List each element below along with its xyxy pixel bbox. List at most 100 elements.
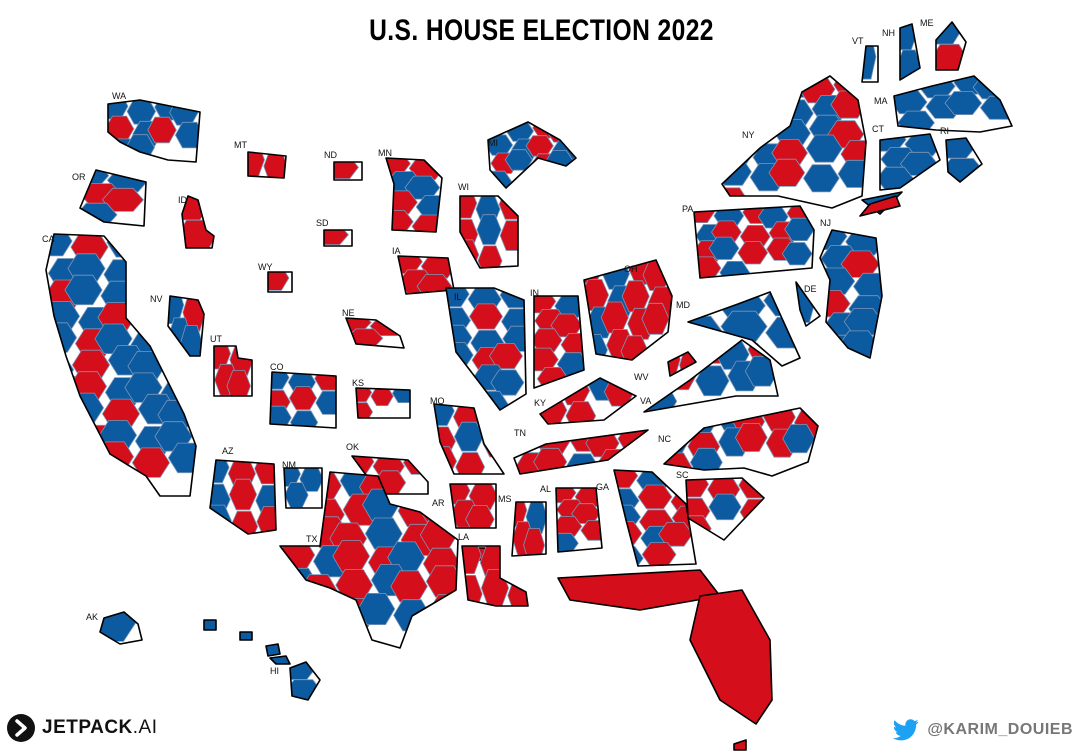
- district[interactable]: [38, 472, 76, 503]
- district[interactable]: [637, 484, 673, 510]
- district[interactable]: [944, 91, 983, 115]
- district[interactable]: [425, 397, 455, 426]
- state-nv[interactable]: [161, 286, 205, 362]
- district[interactable]: [158, 249, 196, 281]
- district[interactable]: [254, 453, 282, 485]
- district[interactable]: [499, 220, 524, 251]
- state-ar[interactable]: [442, 477, 498, 533]
- state-id[interactable]: [170, 188, 216, 253]
- state-mi[interactable]: [480, 117, 580, 192]
- district[interactable]: [335, 313, 372, 333]
- district[interactable]: [207, 338, 231, 370]
- district[interactable]: [504, 149, 533, 171]
- state-wi[interactable]: [453, 188, 524, 275]
- district[interactable]: [738, 472, 771, 499]
- state-pa[interactable]: [685, 200, 817, 284]
- district[interactable]: [803, 164, 840, 193]
- district[interactable]: [917, 75, 956, 99]
- state-wy[interactable]: [259, 266, 293, 293]
- district[interactable]: [44, 418, 82, 450]
- state-nm[interactable]: [277, 462, 323, 509]
- district[interactable]: [525, 290, 557, 314]
- state-co[interactable]: [262, 366, 343, 434]
- district[interactable]: [305, 620, 344, 652]
- state-mt[interactable]: [241, 144, 287, 183]
- district[interactable]: [376, 152, 411, 176]
- district[interactable]: [167, 442, 205, 474]
- district[interactable]: [897, 110, 935, 134]
- district[interactable]: [856, 35, 877, 80]
- district[interactable]: [972, 76, 1011, 100]
- state-ma[interactable]: [883, 70, 1017, 134]
- district[interactable]: [230, 510, 259, 542]
- state-nc[interactable]: [655, 401, 827, 481]
- district[interactable]: [499, 283, 533, 309]
- district[interactable]: [742, 93, 780, 122]
- district[interactable]: [565, 401, 597, 431]
- district[interactable]: [271, 614, 308, 647]
- author-credit[interactable]: @KARIM_DOUIEB: [893, 719, 1073, 741]
- district[interactable]: [768, 158, 806, 187]
- state-az[interactable]: [202, 452, 284, 542]
- district[interactable]: [480, 117, 508, 138]
- district[interactable]: [506, 493, 528, 528]
- district[interactable]: [302, 591, 341, 624]
- district[interactable]: [663, 344, 681, 375]
- district[interactable]: [604, 464, 639, 489]
- district[interactable]: [314, 225, 349, 246]
- district[interactable]: [73, 467, 112, 498]
- district[interactable]: [737, 241, 769, 265]
- district[interactable]: [411, 214, 447, 238]
- district[interactable]: [455, 452, 486, 482]
- district[interactable]: [565, 453, 600, 481]
- author-handle[interactable]: @KARIM_DOUIEB: [927, 721, 1073, 738]
- district[interactable]: [290, 410, 319, 434]
- district[interactable]: [263, 150, 288, 182]
- state-nh[interactable]: [893, 15, 922, 85]
- state-nd[interactable]: [324, 156, 363, 181]
- district[interactable]: [125, 234, 165, 264]
- district[interactable]: [241, 144, 265, 177]
- district[interactable]: [454, 536, 482, 574]
- district[interactable]: [482, 427, 512, 458]
- state-ny[interactable]: [711, 69, 876, 215]
- district[interactable]: [332, 540, 371, 573]
- district[interactable]: [523, 528, 546, 562]
- state-in[interactable]: [525, 290, 592, 390]
- district[interactable]: [161, 286, 185, 325]
- district[interactable]: [35, 226, 73, 257]
- district[interactable]: [484, 170, 512, 191]
- district[interactable]: [837, 159, 874, 188]
- district[interactable]: [139, 254, 178, 285]
- district[interactable]: [465, 505, 495, 533]
- district[interactable]: [498, 190, 523, 220]
- state-ak[interactable]: [85, 602, 143, 645]
- district[interactable]: [723, 98, 761, 127]
- district[interactable]: [527, 347, 559, 372]
- district[interactable]: [388, 250, 423, 274]
- district[interactable]: [357, 593, 396, 625]
- district[interactable]: [256, 505, 284, 537]
- district[interactable]: [621, 280, 650, 313]
- state-mn[interactable]: [376, 152, 451, 238]
- district[interactable]: [476, 214, 502, 245]
- district[interactable]: [390, 570, 428, 603]
- state-ct[interactable]: [869, 128, 942, 191]
- district[interactable]: [314, 367, 342, 391]
- state-wv[interactable]: [663, 344, 697, 380]
- district[interactable]: [546, 122, 575, 143]
- district[interactable]: [719, 137, 755, 166]
- district[interactable]: [559, 376, 591, 406]
- district[interactable]: [784, 217, 815, 242]
- state-ks[interactable]: [349, 383, 415, 421]
- state-ut[interactable]: [207, 338, 253, 402]
- district[interactable]: [100, 93, 129, 120]
- district[interactable]: [349, 383, 373, 403]
- district[interactable]: [507, 576, 535, 614]
- district[interactable]: [719, 260, 751, 283]
- district[interactable]: [228, 478, 258, 511]
- district[interactable]: [805, 134, 843, 163]
- state-va[interactable]: [634, 332, 781, 416]
- district[interactable]: [64, 274, 103, 306]
- district[interactable]: [695, 365, 730, 397]
